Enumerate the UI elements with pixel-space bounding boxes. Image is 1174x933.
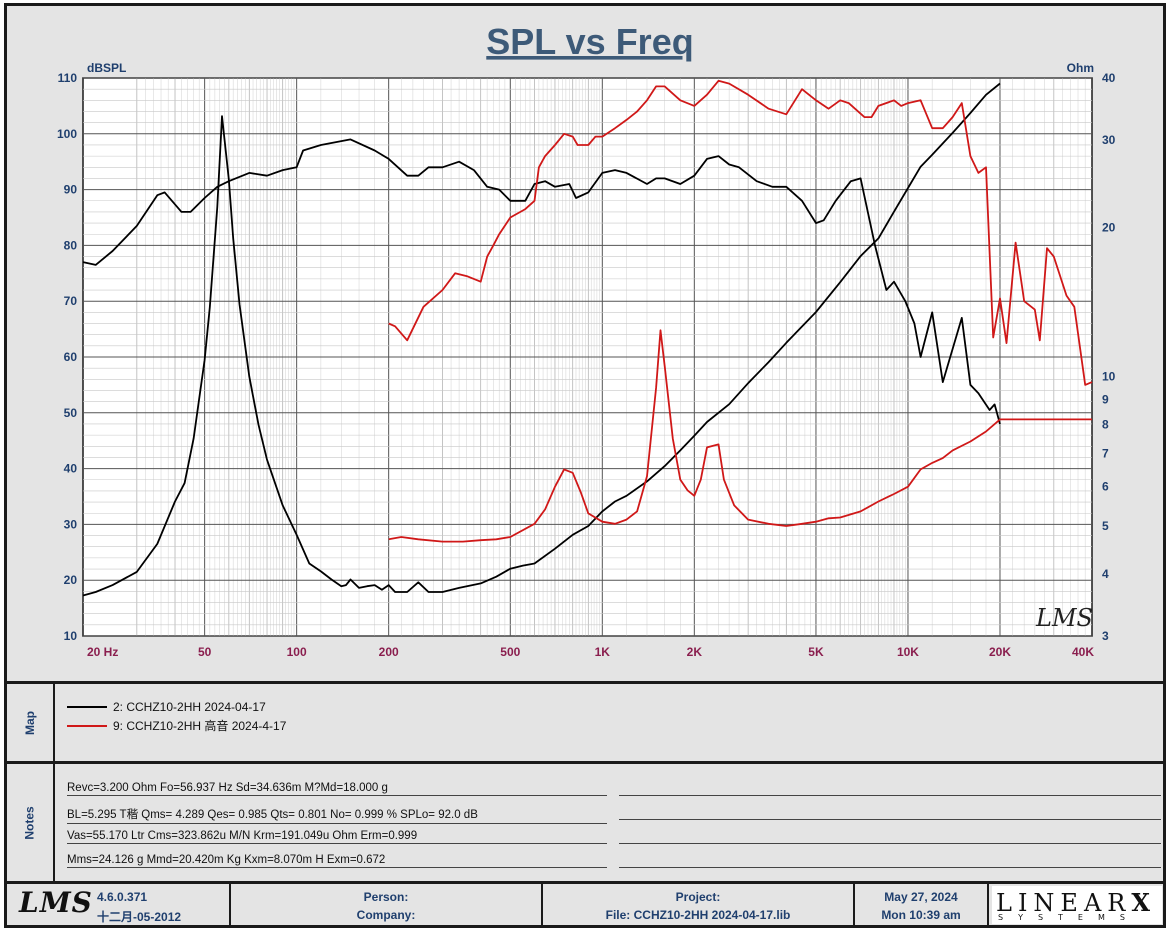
spl-line-red xyxy=(388,79,1093,386)
y-right-tick-label: 8 xyxy=(1102,418,1109,432)
impedance-line-red xyxy=(388,329,1092,543)
linearx-logo: LINEARX SYSTEMS xyxy=(992,886,1162,924)
map-side-label: Map xyxy=(7,684,55,761)
y-right-tick-label: 5 xyxy=(1102,519,1109,533)
footer-person-cell: Person: Company: xyxy=(231,884,543,925)
legend-swatch-black xyxy=(67,706,107,708)
x-tick-label: 40K xyxy=(1072,645,1094,659)
note-line: Revc=3.200 Ohm Fo=56.937 Hz Sd=34.636m M… xyxy=(67,782,607,796)
y-right-unit-label: Ohm xyxy=(1067,61,1094,75)
y-left-tick-label: 100 xyxy=(57,127,77,141)
x-tick-label: 50 xyxy=(198,645,212,659)
y-left-tick-label: 60 xyxy=(64,350,78,364)
note-line: Vas=55.170 Ltr Cms=323.862u M/N Krm=191.… xyxy=(67,830,607,844)
map-panel: Map 2: CCHZ10-2HH 2024-04-17 9: CCHZ10-2… xyxy=(7,681,1163,761)
date-text: May 27, 2024 xyxy=(884,890,958,904)
notes-side-label: Notes xyxy=(7,764,55,881)
y-left-tick-label: 20 xyxy=(64,573,78,587)
project-label: Project: xyxy=(675,890,721,904)
y-right-tick-label: 3 xyxy=(1102,629,1109,643)
y-right-tick-label: 10 xyxy=(1102,370,1116,384)
brand-subtext: SYSTEMS xyxy=(998,913,1140,922)
y-left-unit-label: dBSPL xyxy=(87,61,126,75)
footer-date-cell: May 27, 2024 Mon 10:39 am xyxy=(855,884,989,925)
brand-text: LINEARX xyxy=(996,888,1156,917)
footer: LMS 4.6.0.371 十二月-05-2012 Person: Compan… xyxy=(7,881,1163,925)
y-left-tick-label: 40 xyxy=(64,462,78,476)
x-tick-label: 1K xyxy=(595,645,611,659)
y-left-tick-label: 70 xyxy=(64,294,78,308)
x-tick-label: 5K xyxy=(808,645,824,659)
footer-version-cell: LMS 4.6.0.371 十二月-05-2012 xyxy=(7,884,231,925)
x-tick-label: 200 xyxy=(379,645,399,659)
y-left-tick-label: 30 xyxy=(64,517,78,531)
y-left-tick-label: 50 xyxy=(64,406,78,420)
note-line: Mms=24.126 g Mmd=20.420m Kg Kxm=8.070m H… xyxy=(67,854,607,868)
x-tick-label: 20 Hz xyxy=(87,645,118,659)
version-text: 4.6.0.371 xyxy=(97,890,148,904)
note-blank-line xyxy=(619,867,1161,868)
x-tick-label: 20K xyxy=(989,645,1011,659)
chart-title: SPL vs Freq xyxy=(486,21,693,62)
y-right-tick-label: 40 xyxy=(1102,71,1116,85)
note-blank-line xyxy=(619,795,1161,796)
spl-chart: SPL vs Freq dBSPL Ohm 10 20 30 40 50 60 70 80 90… xyxy=(57,21,1116,659)
y-left-tick-label: 110 xyxy=(58,71,78,85)
file-label: File: CCHZ10-2HH 2024-04-17.lib xyxy=(605,908,791,922)
y-right-tick-label: 6 xyxy=(1102,480,1109,494)
y-right-tick-label: 20 xyxy=(1102,220,1116,234)
x-tick-label: 10K xyxy=(897,645,919,659)
y-left-tick-label: 80 xyxy=(64,238,78,252)
time-text: Mon 10:39 am xyxy=(881,908,961,922)
note-line: BL=5.295 T稭 Qms= 4.289 Qes= 0.985 Qts= 0… xyxy=(67,806,607,824)
lms-window: SPL vs Freq dBSPL Ohm 10 20 30 40 50 60 70 80 90… xyxy=(4,3,1166,928)
y-left-tick-label: 10 xyxy=(64,629,78,643)
notes-panel: Notes Revc=3.200 Ohm Fo=56.937 Hz Sd=34.… xyxy=(7,761,1163,881)
y-right-tick-label: 7 xyxy=(1102,446,1109,460)
note-blank-line xyxy=(619,819,1161,820)
note-blank-line xyxy=(619,843,1161,844)
impedance-line-black xyxy=(82,82,1001,597)
lms-logo: LMS xyxy=(19,886,93,919)
map-entry-red: 9: CCHZ10-2HH 高音 2024-4-17 xyxy=(67,717,286,734)
map-entry-label: 9: CCHZ10-2HH 高音 2024-4-17 xyxy=(113,719,287,733)
company-label: Company: xyxy=(356,908,416,922)
legend-swatch-red xyxy=(67,724,107,727)
x-tick-label: 500 xyxy=(500,645,520,659)
y-right-tick-label: 4 xyxy=(1102,567,1109,581)
y-right-tick-label: 9 xyxy=(1102,392,1109,406)
spl-line-black xyxy=(82,138,1001,425)
y-left-tick-label: 90 xyxy=(64,183,78,197)
x-tick-label: 2K xyxy=(687,645,703,659)
footer-project-cell: Project: File: CCHZ10-2HH 2024-04-17.lib xyxy=(543,884,855,925)
build-date-text: 十二月-05-2012 xyxy=(97,910,182,924)
map-entry-black: 2: CCHZ10-2HH 2024-04-17 xyxy=(67,700,266,714)
lms-watermark: LMS xyxy=(1035,604,1093,632)
person-label: Person: xyxy=(363,890,409,904)
x-tick-label: 100 xyxy=(287,645,307,659)
y-right-tick-label: 30 xyxy=(1102,133,1116,147)
map-entry-label: 2: CCHZ10-2HH 2024-04-17 xyxy=(113,700,266,714)
